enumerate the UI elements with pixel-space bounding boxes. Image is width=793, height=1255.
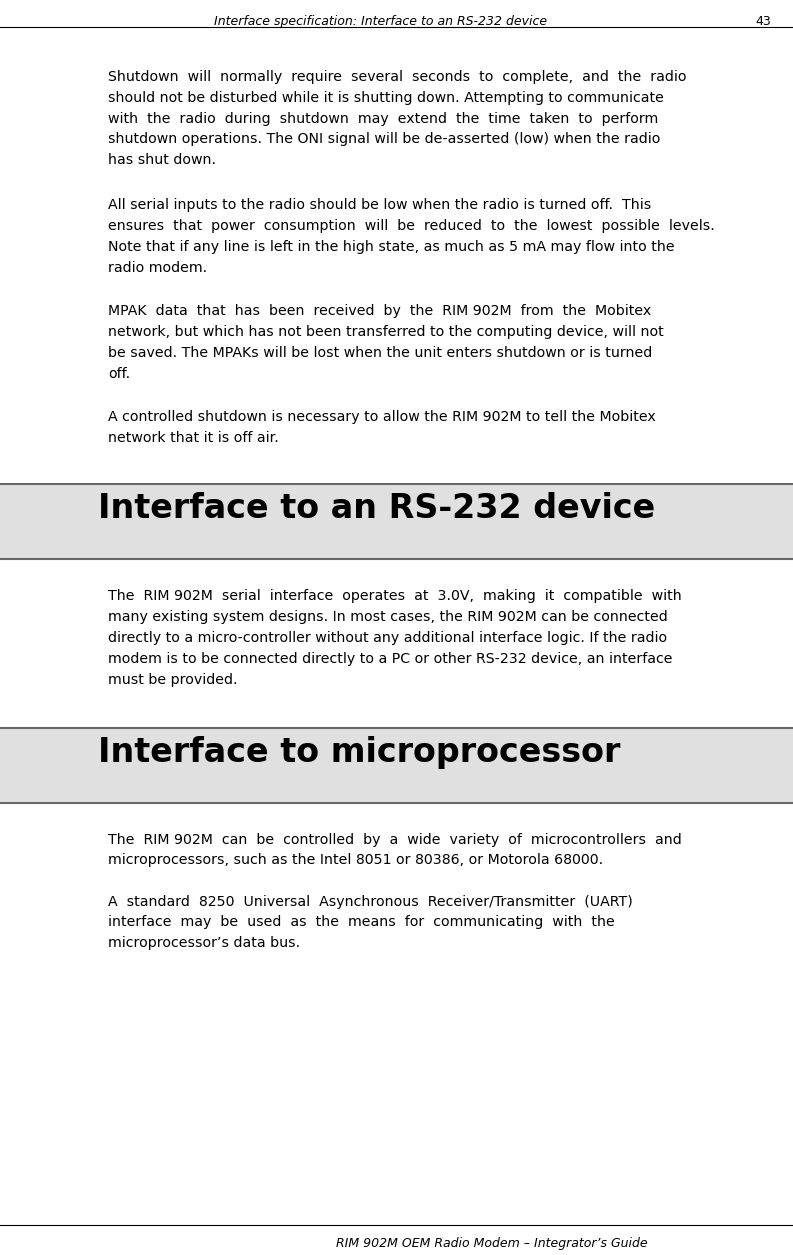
- Text: MPAK  data  that  has  been  received  by  the  RIM 902M  from  the  Mobitex
net: MPAK data that has been received by the …: [108, 304, 664, 380]
- Text: Interface to an RS-232 device: Interface to an RS-232 device: [98, 492, 655, 526]
- Text: RIM 902M OEM Radio Modem – Integrator’s Guide: RIM 902M OEM Radio Modem – Integrator’s …: [336, 1237, 647, 1250]
- Text: The  RIM 902M  can  be  controlled  by  a  wide  variety  of  microcontrollers  : The RIM 902M can be controlled by a wide…: [108, 832, 682, 867]
- Bar: [0, 484, 793, 560]
- Text: 43: 43: [755, 15, 771, 28]
- Text: Interface to microprocessor: Interface to microprocessor: [98, 735, 620, 768]
- Bar: [0, 728, 793, 802]
- Text: Shutdown  will  normally  require  several  seconds  to  complete,  and  the  ra: Shutdown will normally require several s…: [108, 70, 687, 167]
- Text: Interface specification: Interface to an RS-232 device: Interface specification: Interface to an…: [214, 15, 547, 28]
- Text: The  RIM 902M  serial  interface  operates  at  3.0V,  making  it  compatible  w: The RIM 902M serial interface operates a…: [108, 590, 682, 686]
- Text: A controlled shutdown is necessary to allow the RIM 902M to tell the Mobitex
net: A controlled shutdown is necessary to al…: [108, 410, 656, 446]
- Text: A  standard  8250  Universal  Asynchronous  Receiver/Transmitter  (UART)
interfa: A standard 8250 Universal Asynchronous R…: [108, 895, 633, 950]
- Text: All serial inputs to the radio should be low when the radio is turned off.  This: All serial inputs to the radio should be…: [108, 198, 714, 275]
